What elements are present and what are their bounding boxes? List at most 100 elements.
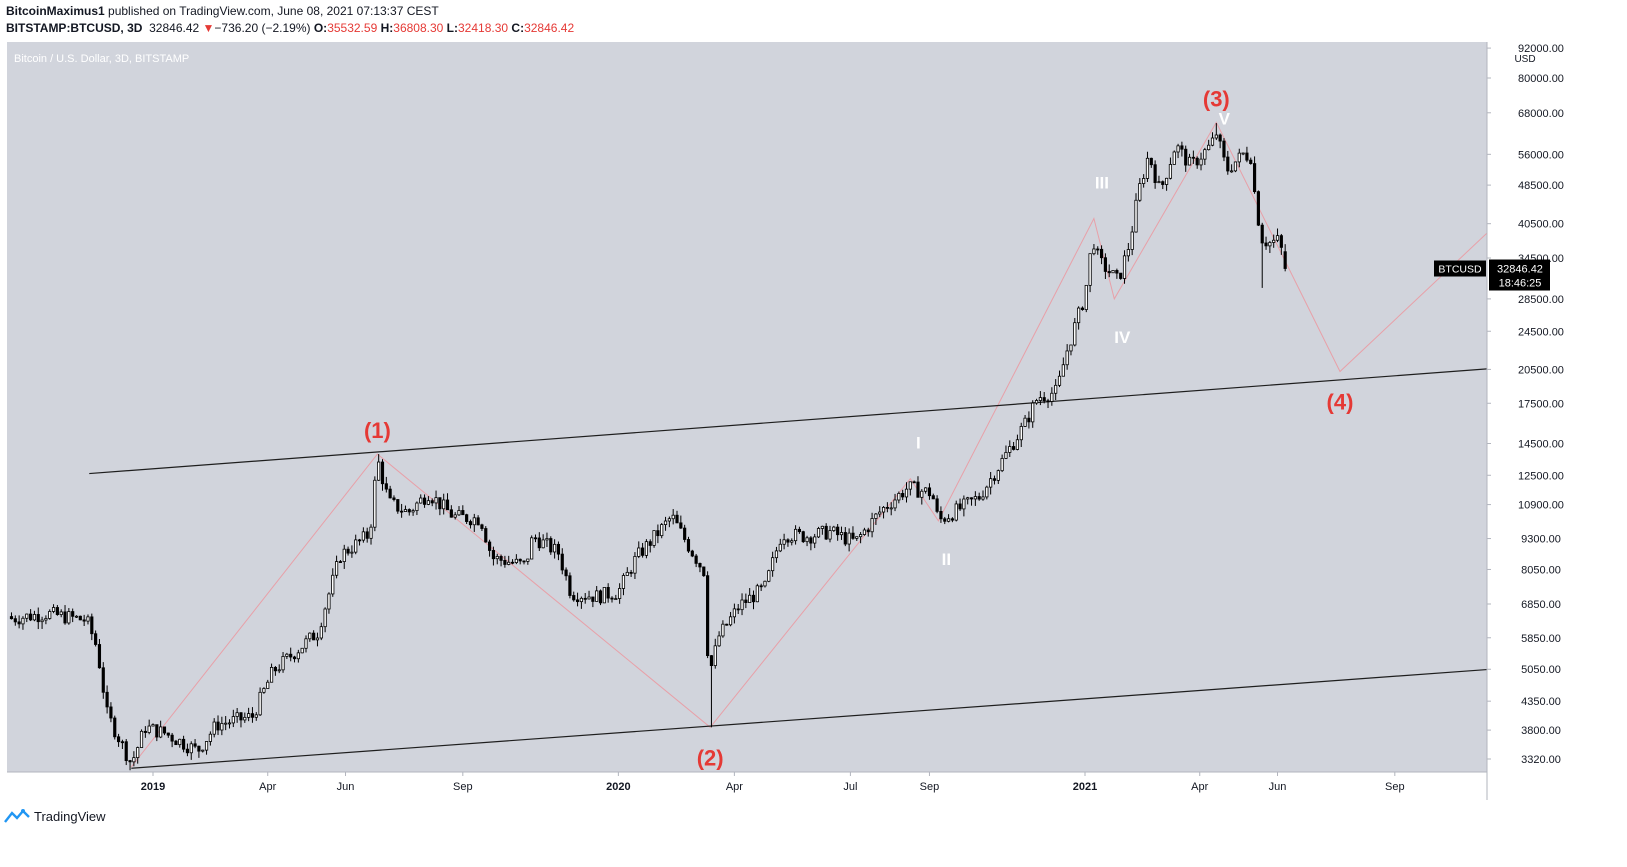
candle-body — [1054, 384, 1058, 394]
candle-body — [143, 730, 147, 733]
candle-body — [510, 561, 515, 564]
candle-body — [1103, 257, 1107, 272]
candle-body — [1115, 270, 1119, 274]
price-tick-label: 8050.00 — [1521, 564, 1561, 576]
candle-body — [407, 509, 411, 513]
candle-body — [380, 461, 385, 485]
candle-body — [843, 532, 847, 545]
down-arrow-icon: ▼ — [202, 21, 215, 35]
candle-body — [419, 497, 423, 504]
candle-body — [1038, 397, 1042, 401]
plot-area[interactable] — [7, 42, 1487, 772]
candle-body — [369, 526, 373, 539]
candle-body — [1222, 140, 1226, 158]
candle-body — [25, 613, 29, 619]
wave-label-2: (2) — [697, 745, 724, 770]
price-tick-label: 28500.00 — [1518, 294, 1564, 306]
candle-body — [250, 713, 255, 718]
candle-body — [201, 749, 205, 752]
candle-body — [128, 760, 132, 763]
sub-wave-label-3: III — [1095, 173, 1109, 192]
candle-body — [660, 524, 664, 537]
candle-body — [633, 555, 637, 574]
price-tick-label: 92000.00 — [1518, 43, 1564, 55]
symbol-label: BITSTAMP:BTCUSD, 3D — [6, 21, 143, 35]
candle-body — [59, 611, 63, 615]
candle-body — [1260, 224, 1264, 244]
candle-body — [518, 558, 522, 562]
candle-body — [537, 537, 541, 549]
candle-body — [262, 688, 266, 693]
candle-body — [1279, 235, 1283, 248]
candle-body — [453, 514, 457, 518]
candle-body — [21, 617, 25, 625]
candle-body — [1230, 170, 1234, 173]
candle-body — [904, 488, 909, 498]
price-tick-label: 56000.00 — [1518, 149, 1564, 161]
candle-body — [656, 530, 660, 537]
candle-body — [208, 733, 212, 742]
ohlc-legend: BITSTAMP:BTCUSD, 3D 32846.42 ▼−736.20 (−… — [6, 21, 574, 35]
candle-body — [992, 478, 997, 481]
candle-body — [74, 615, 79, 618]
candle-body — [954, 503, 958, 521]
candle-body — [526, 558, 530, 562]
price-axis-panel[interactable] — [1487, 42, 1627, 800]
candle-body — [774, 550, 779, 559]
candle-body — [958, 503, 962, 510]
candle-body — [449, 509, 453, 518]
channel-lower-line — [131, 668, 1487, 769]
candle-body — [468, 521, 473, 526]
candle-body — [1142, 178, 1146, 184]
candle-body — [151, 724, 155, 727]
candle-body — [197, 745, 201, 752]
candle-body — [212, 721, 216, 735]
candle-body — [1237, 152, 1241, 163]
candle-body — [365, 531, 369, 539]
candle-body — [1210, 137, 1215, 146]
candle-body — [388, 488, 392, 499]
candle-body — [484, 528, 488, 543]
candle-body — [231, 716, 235, 724]
candle-body — [224, 722, 228, 725]
candle-body — [744, 599, 748, 603]
candle-body — [178, 738, 182, 746]
candle-body — [897, 493, 901, 501]
candle-body — [1268, 242, 1272, 247]
candle-body — [663, 520, 668, 525]
candle-body — [610, 597, 614, 600]
candle-body — [124, 741, 128, 762]
candle-body — [1241, 152, 1245, 155]
price-tick-label: 68000.00 — [1518, 108, 1564, 120]
candle-body — [472, 517, 476, 526]
candle-body — [637, 547, 641, 557]
candle-body — [342, 548, 346, 562]
candle-body — [71, 611, 75, 617]
candle-body — [671, 514, 675, 520]
candle-body — [174, 740, 178, 746]
candle-body — [816, 528, 821, 538]
candle-body — [1138, 183, 1142, 201]
publisher-name[interactable]: BitcoinMaximus1 — [6, 4, 105, 18]
candle-body — [315, 637, 320, 641]
candle-body — [327, 593, 331, 610]
time-tick-label: Apr — [726, 781, 743, 793]
tradingview-logo-icon — [4, 809, 30, 823]
candle-body — [1195, 157, 1199, 166]
candle-body — [507, 561, 511, 565]
candle-body — [686, 539, 691, 552]
tradingview-footer[interactable]: TradingView — [4, 808, 106, 824]
candle-body — [1233, 161, 1238, 172]
candle-body — [1203, 149, 1207, 160]
candle-body — [793, 528, 798, 542]
candle-body — [273, 667, 277, 672]
candle-body — [300, 647, 304, 654]
candle-body — [1004, 452, 1008, 459]
candle-body — [859, 534, 863, 538]
candle-body — [162, 726, 167, 734]
candle-body — [480, 524, 484, 529]
close-value: 32846.42 — [524, 21, 575, 35]
candle-body — [530, 537, 534, 560]
candle-body — [220, 723, 224, 731]
candle-body — [924, 487, 928, 492]
